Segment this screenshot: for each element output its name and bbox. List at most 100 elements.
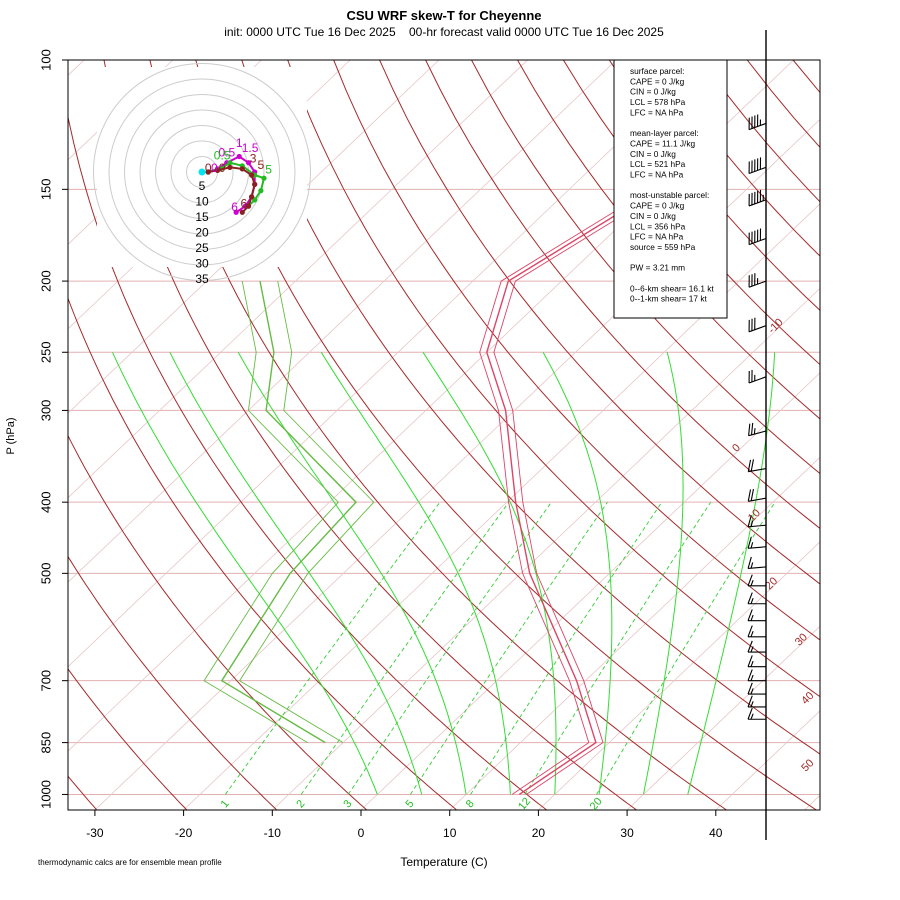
pressure-tick-label: 500 [38, 562, 53, 584]
parcel-info-line: CAPE = 11.1 J/kg [630, 138, 695, 148]
hodograph-ring-label: 20 [195, 226, 209, 240]
hodograph-ring-label: 25 [195, 241, 209, 255]
parcel-info-line: source = 559 hPa [630, 242, 696, 252]
isotherm-line [449, 456, 820, 810]
hodograph-ring-label: 30 [195, 257, 209, 271]
parcel-info-line: CIN = 0 J/kg [630, 211, 676, 221]
hodograph-ring [170, 140, 234, 204]
mixing-ratio-label: 1 [219, 798, 232, 810]
pressure-tick-label: 250 [38, 341, 53, 363]
wind-barb [748, 317, 767, 333]
parcel-info-line: CIN = 0 J/kg [630, 87, 676, 97]
moist-adiabat [422, 352, 557, 795]
x-axis-label: Temperature (C) [400, 855, 487, 869]
hodograph-point [252, 181, 258, 187]
mixing-ratio-line [300, 501, 510, 795]
hodograph-height-label: 5 [258, 158, 265, 172]
pressure-tick-label: 400 [38, 491, 53, 513]
wind-barb [747, 536, 767, 549]
dewpoint-line [220, 280, 357, 744]
hodograph-point [249, 172, 255, 178]
hodograph-point [236, 153, 242, 160]
isotherm-line [626, 625, 820, 810]
dry-adiabat [241, 60, 820, 755]
hodograph-point [258, 188, 264, 194]
footnote: thermodynamic calcs are for ensemble mea… [38, 858, 222, 867]
wind-barb [747, 669, 766, 682]
parcel-info-frame [613, 59, 728, 319]
parcel-info-line: LFC = NA hPa [630, 170, 684, 180]
wind-barb [747, 625, 766, 638]
hodograph-point [227, 160, 233, 166]
moist-adiabat [687, 352, 776, 795]
isotherm-line [893, 60, 900, 810]
mixing-ratio-line [347, 501, 552, 795]
chart-subtitle: init: 0000 UTC Tue 16 Dec 2025 00-hr for… [224, 25, 664, 39]
hodograph-ring-label: 10 [195, 195, 209, 209]
dry-adiabat [333, 60, 820, 641]
moist-adiabat [237, 352, 467, 795]
isotherm-line [183, 203, 820, 810]
hodograph-height-label: 0 [211, 161, 218, 175]
wind-barb [747, 609, 766, 622]
wind-barb [748, 273, 767, 288]
pressure-tick-label: 300 [38, 400, 53, 422]
isotherm-line [68, 60, 440, 414]
dry-adiabat [103, 60, 637, 810]
pressure-tick-label: 150 [38, 178, 53, 200]
wind-barb [747, 640, 766, 653]
hodograph-height-label: 0 [219, 161, 226, 175]
isotherm-line [68, 60, 617, 583]
temperature-tick-label: 30 [620, 826, 634, 840]
hodograph-ring [108, 78, 296, 266]
hodograph-point [227, 164, 233, 170]
parcel-info-line: 0--6-km shear= 16.1 kt [630, 283, 714, 293]
dry-adiabat [425, 60, 820, 530]
wind-barb [748, 157, 767, 174]
parcel-info-line: LCL = 521 hPa [630, 159, 686, 169]
parcel-info-line: CAPE = 0 J/kg [630, 201, 685, 211]
dry-adiabat [68, 668, 188, 810]
hodograph-height-label: 0 [205, 161, 212, 175]
parcel-info-line: LFC = NA hPa [630, 107, 684, 117]
isotherm-line [272, 287, 820, 810]
hodograph-point [249, 194, 255, 200]
temperature-tick-label: -20 [175, 826, 193, 840]
hodograph-ring-label: 15 [195, 210, 209, 224]
wind-barb [747, 488, 767, 502]
parcel-info-line: CAPE = 0 J/kg [630, 76, 685, 86]
dry-adiabat [68, 434, 368, 810]
hodograph-point [205, 169, 211, 175]
pressure-tick-label: 100 [38, 49, 53, 71]
hodograph-point [214, 167, 221, 174]
wind-barb [747, 592, 766, 605]
dry-adiabat [195, 60, 817, 810]
temperature-tick-label: -30 [86, 826, 104, 840]
moist-adiabat [642, 352, 684, 795]
mixing-ratio-line [410, 501, 608, 795]
hodograph-ring [93, 63, 311, 281]
hodograph-height-label: 3 [250, 152, 257, 166]
moist-adiabat [169, 352, 423, 795]
hodograph-height-label: 1 [236, 136, 243, 150]
dry-adiabat [68, 297, 457, 810]
hodograph-height-label: 0.5 [218, 146, 235, 160]
mixing-ratio-label: 8 [464, 798, 477, 810]
hodograph-ring [139, 109, 265, 235]
mixing-ratio-label: 3 [341, 798, 354, 810]
hodograph-height-label: 0.5 [214, 149, 231, 163]
isotherm-line [538, 541, 820, 810]
dry-adiabat [379, 60, 820, 585]
dry-adiabat [68, 114, 547, 810]
isotherm-label: 10 [746, 507, 763, 524]
parcel-info-line: CIN = 0 J/kg [630, 149, 676, 159]
dry-adiabat [287, 60, 820, 698]
wind-barb [747, 695, 766, 708]
dry-adiabat [149, 60, 727, 810]
temperature-tick-label: 10 [443, 826, 457, 840]
pressure-tick-label: 700 [38, 670, 53, 692]
